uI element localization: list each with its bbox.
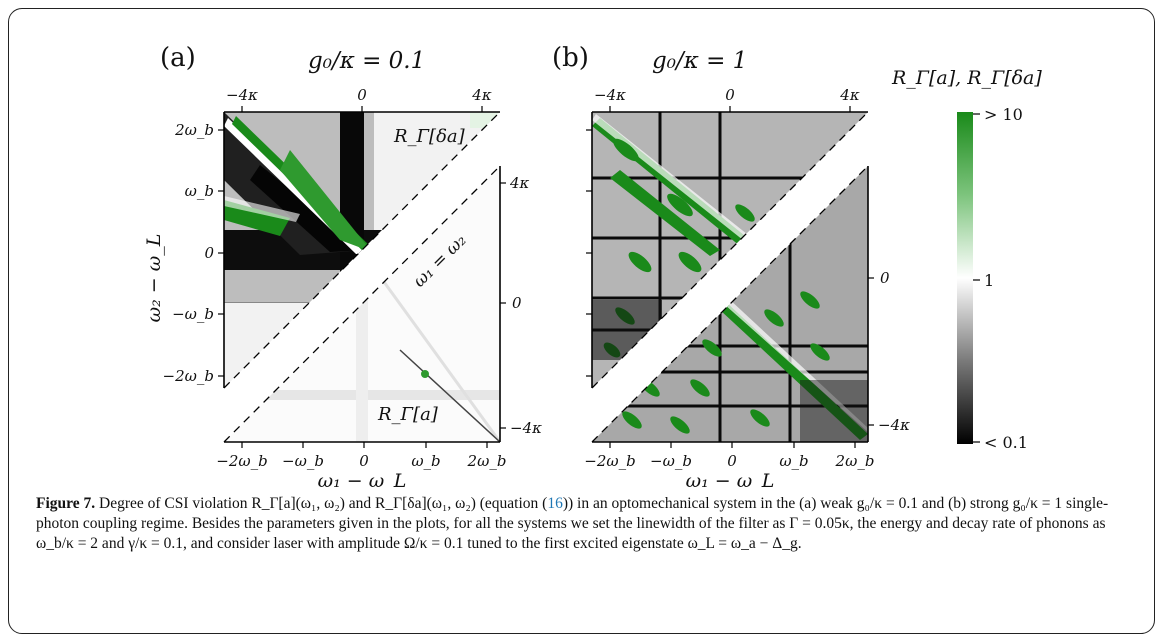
panel-a-right-tick-2: 0	[512, 294, 522, 312]
caption-text-1: Degree of CSI violation R_Γ[a](ω₁, ω₂) a…	[99, 495, 548, 512]
colorbar-title: R_Γ[a], R_Γ[δa]	[891, 67, 1042, 89]
panel-a-left-tick-3: 0	[204, 244, 214, 262]
panel-a-left-tick-2: ω_b	[185, 182, 214, 200]
panel-a-upper-heatmap	[224, 112, 500, 388]
colorbar-gradient	[957, 112, 973, 444]
panel-a-lower-label: R_Γ[a]	[377, 404, 439, 425]
panel-a-x-axis-label: ω₁ − ω_L	[318, 470, 407, 490]
panel-a-left-tick-5: −2ω_b	[163, 367, 214, 385]
panel-a-right-tick-1: 4κ	[509, 174, 530, 192]
colorbar-tick-low: < 0.1	[984, 433, 1028, 452]
panel-b-bottom-tick-2: −ω_b	[650, 452, 692, 470]
panel-a-bottom-tick-1: −2ω_b	[216, 452, 267, 470]
panel-b-right-tick-1: 0	[880, 269, 890, 287]
panel-a-title: g₀/κ = 0.1	[308, 48, 425, 74]
panel-b-x-axis-label: ω₁ − ω_L	[686, 470, 775, 490]
panel-b-top-tick-2: 0	[725, 86, 735, 104]
panel-b-bottom-tick-1: −2ω_b	[584, 452, 635, 470]
colorbar-tick-mid: 1	[984, 271, 994, 290]
caption-label: Figure 7.	[36, 495, 96, 512]
panel-a-left-tick-1: 2ω_b	[174, 121, 214, 139]
panel-a-bottom-tick-2: −ω_b	[282, 452, 324, 470]
panel-b-bottom-tick-5: 2ω_b	[835, 452, 875, 470]
panel-b-top-tick-3: 4κ	[839, 86, 860, 104]
panel-a: (a) g₀/κ = 0.1 −4κ 0 4κ 2ω_b ω_b 0 −ω_b …	[143, 43, 542, 490]
colorbar-tick-high: > 10	[984, 105, 1023, 124]
figure-frame	[8, 8, 1155, 634]
panel-a-bottom-tick-4: ω_b	[411, 452, 440, 470]
equation-reference-link[interactable]: 16	[547, 495, 563, 512]
panel-b: (b) g₀/κ = 1 −4κ 0 4κ −2ω_b −ω_b 0 ω_b 2…	[552, 43, 910, 490]
panel-a-top-tick-1: −4κ	[226, 86, 258, 104]
y-axis-label: ω₂ − ω_L	[143, 234, 165, 323]
panel-a-bottom-tick-3: 0	[359, 452, 369, 470]
panel-b-label: (b)	[552, 43, 589, 73]
panel-a-left-tick-4: −ω_b	[172, 305, 214, 323]
panel-b-top-tick-1: −4κ	[594, 86, 626, 104]
panel-a-bottom-tick-5: 2ω_b	[467, 452, 507, 470]
panel-b-bottom-tick-4: ω_b	[779, 452, 808, 470]
panel-a-right-tick-3: −4κ	[510, 419, 542, 437]
panel-a-top-tick-3: 4κ	[471, 86, 492, 104]
figure-caption: Figure 7. Degree of CSI violation R_Γ[a]…	[36, 494, 1131, 554]
panel-b-title: g₀/κ = 1	[652, 48, 747, 74]
colorbar: R_Γ[a], R_Γ[δa] > 10 1 < 0.1	[891, 67, 1042, 452]
figure-svg: (a) g₀/κ = 0.1 −4κ 0 4κ 2ω_b ω_b 0 −ω_b …	[143, 43, 1042, 490]
panel-b-bottom-tick-3: 0	[727, 452, 737, 470]
caption-text-2: )) in an optomechanical system in the (a…	[36, 495, 1109, 552]
panel-a-upper-label: R_Γ[δa]	[393, 126, 466, 147]
panel-a-top-tick-2: 0	[357, 86, 367, 104]
panel-a-label: (a)	[160, 43, 196, 73]
panel-b-right-tick-2: −4κ	[878, 416, 910, 434]
